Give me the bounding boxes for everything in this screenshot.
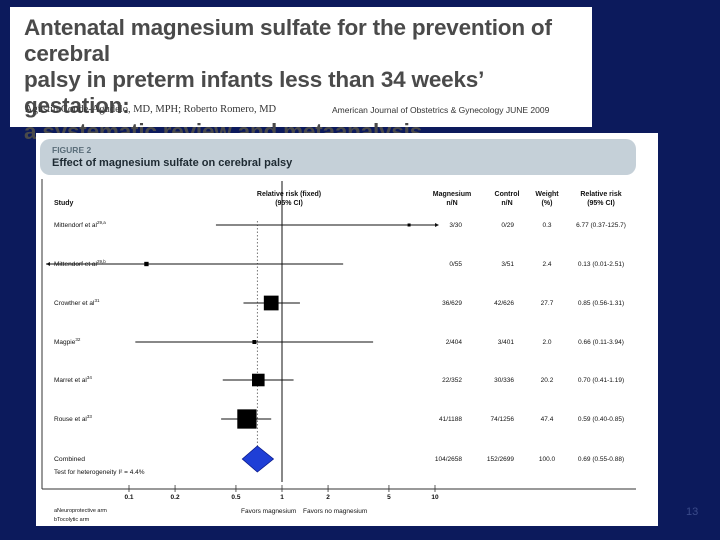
weight-value: 0.3 — [542, 222, 551, 229]
magnesium-count: 104/2658 — [435, 456, 462, 463]
weight-value: 20.2 — [541, 377, 554, 384]
col-header-rr2: Relative risk — [580, 191, 621, 198]
point-estimate — [237, 409, 257, 429]
control-count: 74/1256 — [491, 416, 515, 423]
study-label: Marret et al34 — [54, 375, 92, 384]
authors: Agustin Conde-Agudelo, MD, MPH; Roberto … — [25, 104, 277, 115]
footnote-b: bTocolytic arm — [54, 517, 90, 523]
study-label: Rouse et al33 — [54, 414, 92, 423]
control-count: 3/401 — [498, 339, 515, 346]
figure-panel: FIGURE 2 Effect of magnesium sulfate on … — [36, 133, 658, 526]
ci-arrow-left — [46, 262, 50, 266]
col-header-weight-pct: (%) — [542, 200, 553, 207]
combined-label: Combined — [54, 456, 85, 463]
point-estimate — [252, 373, 265, 387]
col-header-ctrl: Control — [495, 191, 520, 198]
figure-label: FIGURE 2 — [52, 145, 91, 155]
col-header-study: Study — [54, 200, 74, 207]
magnesium-count: 22/352 — [442, 377, 462, 384]
control-count: 152/2699 — [487, 456, 514, 463]
rr-value: 0.66 (0.11-3.94) — [578, 339, 624, 346]
col-header-weight: Weight — [535, 191, 559, 198]
control-count: 3/51 — [501, 261, 514, 268]
study-ref: 29,a — [97, 220, 106, 225]
title-line: Antenatal magnesium sulfate for the prev… — [24, 15, 552, 66]
x-tick-label: 0.2 — [171, 494, 180, 501]
x-tick-label: 0.1 — [124, 494, 133, 501]
rr-value: 0.59 (0.40-0.85) — [578, 416, 624, 423]
title-panel: Antenatal magnesium sulfate for the prev… — [10, 7, 592, 144]
footnote-a: aNeuroprotective arm — [54, 508, 107, 514]
point-estimate — [407, 223, 411, 227]
point-estimate — [252, 340, 257, 344]
weight-value: 2.0 — [542, 339, 551, 346]
magnesium-count: 36/629 — [442, 300, 462, 307]
study-ref: 31 — [94, 298, 100, 303]
col-header-mag: Magnesium — [433, 191, 472, 198]
magnesium-count: 2/404 — [446, 339, 463, 346]
favors-left-label: Favors magnesium — [241, 508, 296, 515]
control-count: 30/336 — [494, 377, 514, 384]
forest-plot: FIGURE 2 Effect of magnesium sulfate on … — [40, 139, 636, 523]
magnesium-count: 41/1188 — [439, 416, 462, 423]
title-line: palsy in preterm infants less than 34 we… — [24, 67, 483, 118]
col-header-rr2-ci: (95% CI) — [587, 200, 615, 207]
weight-value: 27.7 — [541, 300, 554, 307]
heterogeneity-note: Test for heterogeneity I² = 4.4% — [54, 469, 145, 476]
study-ref: 34 — [87, 375, 93, 380]
rr-value: 0.85 (0.56-1.31) — [578, 300, 624, 307]
point-estimate — [144, 261, 149, 267]
col-header-rr-ci: (95% CI) — [275, 200, 303, 207]
study-ref: 32 — [75, 337, 81, 342]
combined-diamond — [241, 445, 275, 473]
slide-title: Antenatal magnesium sulfate for the prev… — [24, 15, 584, 145]
x-tick-label: 5 — [387, 494, 391, 501]
favors-right-label: Favors no magnesium — [303, 508, 367, 515]
x-tick-label: 1 — [280, 494, 284, 501]
study-ref: 29,b — [97, 259, 106, 264]
magnesium-count: 3/30 — [449, 222, 462, 229]
point-estimate — [263, 295, 279, 311]
figure-title: Effect of magnesium sulfate on cerebral … — [52, 157, 293, 169]
weight-value: 47.4 — [541, 416, 554, 423]
x-tick-label: 2 — [326, 494, 330, 501]
ci-arrow-right — [435, 223, 439, 227]
col-header-mag-n: n/N — [446, 200, 457, 207]
journal-citation: American Journal of Obstetrics & Gynecol… — [332, 105, 550, 115]
study-label: Crowther et al31 — [54, 298, 100, 307]
col-header-ctrl-n: n/N — [501, 200, 512, 207]
control-count: 0/29 — [501, 222, 514, 229]
col-header-rr: Relative risk (fixed) — [257, 191, 321, 198]
figure-header-banner — [40, 139, 636, 175]
rr-value: 6.77 (0.37-125.7) — [576, 222, 626, 229]
x-tick-label: 10 — [431, 494, 439, 501]
weight-value: 100.0 — [539, 456, 556, 463]
x-tick-label: 0.5 — [231, 494, 240, 501]
rr-value: 0.70 (0.41-1.19) — [578, 377, 624, 384]
control-count: 42/626 — [494, 300, 514, 307]
study-ref: 33 — [87, 414, 93, 419]
slide-number: 13 — [686, 506, 699, 518]
weight-value: 2.4 — [542, 261, 551, 268]
study-label: Magpie32 — [54, 337, 81, 346]
magnesium-count: 0/55 — [449, 261, 462, 268]
rr-value: 0.69 (0.55-0.88) — [578, 456, 624, 463]
study-label: Mittendorf et al29,a — [54, 220, 106, 229]
rr-value: 0.13 (0.01-2.51) — [578, 261, 624, 268]
